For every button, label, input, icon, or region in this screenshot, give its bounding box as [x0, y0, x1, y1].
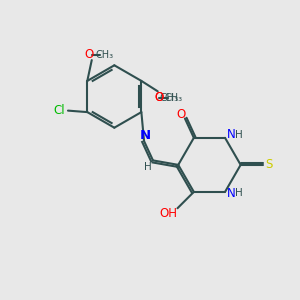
Text: O: O: [154, 91, 164, 104]
Text: CH₃: CH₃: [159, 93, 178, 103]
Text: O: O: [176, 108, 186, 121]
Text: CH₃: CH₃: [95, 50, 113, 60]
Text: N: N: [140, 129, 151, 142]
Text: CH₃: CH₃: [165, 93, 183, 103]
Text: H: H: [235, 130, 242, 140]
Text: H: H: [144, 162, 152, 172]
Text: H: H: [235, 188, 242, 198]
Text: S: S: [265, 158, 273, 171]
Text: O: O: [85, 48, 94, 61]
Text: N: N: [227, 187, 236, 200]
Text: Cl: Cl: [54, 104, 65, 117]
Text: OH: OH: [159, 207, 177, 220]
Text: N: N: [227, 128, 236, 141]
Text: O: O: [154, 91, 163, 104]
